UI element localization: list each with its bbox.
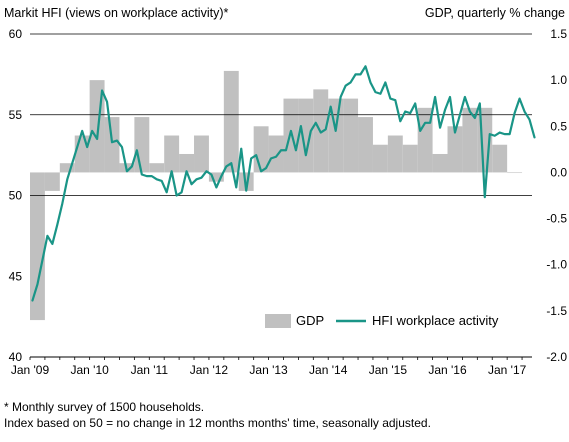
legend-swatch-gdp	[265, 314, 291, 328]
left-tick-label: 60	[9, 27, 23, 41]
x-tick-label: Jan '13	[249, 363, 288, 377]
gdp-bar-2014-Q3	[358, 117, 373, 173]
hfi-line	[31, 65, 536, 302]
legend-label-gdp: GDP	[296, 313, 324, 328]
gdp-bar-2016-Q4	[492, 144, 508, 173]
gdp-bar-2015-Q4	[432, 153, 448, 173]
x-tick-label: Jan '16	[428, 363, 467, 377]
gdp-bar-2010-Q2	[104, 117, 120, 173]
gdp-bar-2017-Q1	[507, 172, 523, 174]
gdp-bar-2016-Q2	[462, 107, 478, 173]
legend-label-hfi: HFI workplace activity	[372, 313, 499, 328]
gdp-bar-2013-Q1	[268, 135, 284, 173]
gdp-bar-2016-Q1	[447, 126, 463, 173]
gdp-bar-2015-Q1	[387, 135, 403, 173]
left-tick-label: 40	[9, 350, 23, 364]
footnote-line-2: Index based on 50 = no change in 12 mont…	[4, 416, 431, 430]
right-tick-label: 0.5	[550, 119, 567, 133]
gdp-bar-2014-Q4	[372, 144, 388, 173]
gdp-bar-2011-Q1	[149, 163, 165, 173]
gdp-bar-2010-Q4	[134, 117, 150, 173]
right-tick-label: -0.5	[546, 212, 567, 226]
gdp-bar-2014-Q2	[343, 98, 359, 173]
x-tick-label: Jan '15	[369, 363, 408, 377]
footnote-line-1: * Monthly survey of 1500 households.	[4, 400, 205, 414]
legend: GDP HFI workplace activity	[265, 313, 499, 328]
left-tick-label: 45	[9, 269, 23, 283]
gdp-bar-2012-Q1	[208, 172, 224, 182]
gdp-bar-2011-Q4	[194, 135, 209, 173]
x-tick-label: Jan '12	[190, 363, 229, 377]
gdp-bar-2015-Q3	[417, 107, 433, 173]
x-tick-label: Jan '11	[131, 363, 169, 377]
hfi-series-line	[31, 65, 536, 302]
gdp-bar-2009-Q4	[74, 135, 90, 173]
gdp-bar-2009-Q1	[30, 172, 45, 321]
gdp-bar-2009-Q2	[44, 172, 60, 191]
gdp-bar-2013-Q2	[283, 98, 299, 173]
right-tick-label: -2.0	[546, 350, 567, 364]
gdp-bar-2009-Q3	[59, 163, 75, 173]
gdp-bar-2011-Q2	[164, 135, 180, 173]
x-axis: Jan '09 Jan '10 Jan '11 Jan '12 Jan '13 Jan '…	[11, 356, 532, 377]
left-axis-title: Markit HFI (views on workplace activity)…	[4, 6, 228, 20]
left-axis-ticks: 40 45 50 55 60	[9, 27, 23, 364]
x-tick-label: Jan '14	[309, 363, 348, 377]
x-tick-label: Jan '10	[70, 363, 109, 377]
gdp-bar-2013-Q3	[298, 98, 314, 173]
x-tick-label: Jan '09	[11, 363, 50, 377]
right-tick-label: -1.0	[546, 258, 567, 272]
right-tick-label: 0.0	[550, 165, 567, 179]
left-tick-label: 50	[9, 189, 23, 203]
gridlines	[30, 33, 532, 196]
right-tick-label: -1.5	[546, 304, 567, 318]
right-axis-title: GDP, quarterly % change	[425, 6, 565, 20]
gdp-bar-2015-Q2	[402, 144, 418, 173]
right-axis-ticks: -2.0 -1.5 -1.0 -0.5 0.0 0.5 1.0 1.5	[546, 27, 567, 364]
left-tick-label: 55	[9, 108, 23, 122]
gdp-bar-2012-Q2	[223, 70, 239, 173]
x-tick-label: Jan '17	[488, 363, 527, 377]
right-tick-label: 1.5	[550, 27, 567, 41]
right-tick-label: 1.0	[550, 73, 567, 87]
gdp-bar-2011-Q3	[179, 153, 195, 173]
gdp-bars	[30, 70, 523, 321]
